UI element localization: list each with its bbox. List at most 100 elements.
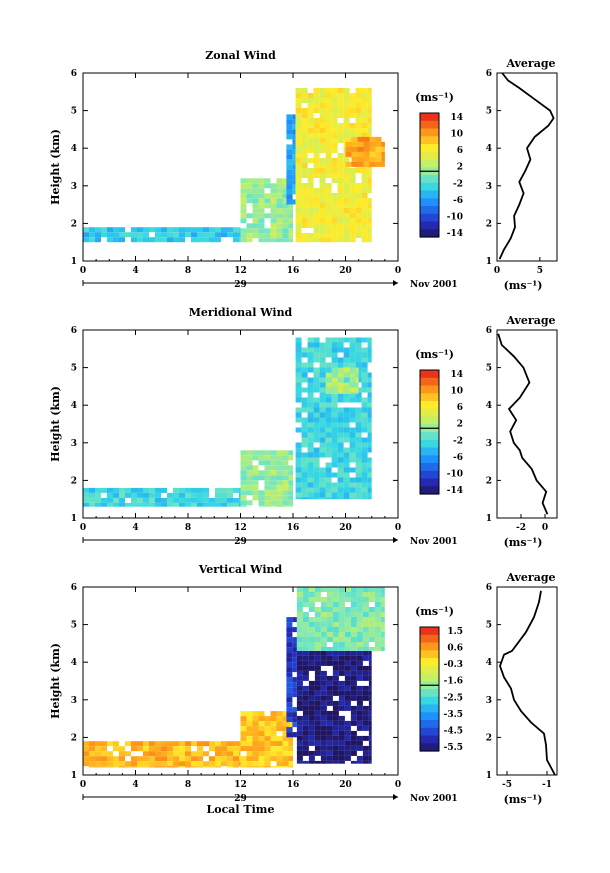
heatmap-cell <box>313 203 320 208</box>
heatmap-cell <box>357 161 364 167</box>
heatmap-cell <box>215 741 221 747</box>
heatmap-cell <box>149 756 155 762</box>
heatmap-cell <box>349 412 356 418</box>
heatmap-cell <box>270 238 277 243</box>
heatmap-cell <box>350 632 357 637</box>
heatmap-cell <box>119 237 125 243</box>
heatmap-cell <box>292 159 296 165</box>
heatmap-cell <box>344 690 351 696</box>
heatmap-cell <box>308 607 315 612</box>
heatmap-cell <box>337 193 344 198</box>
heatmap-cell <box>320 670 327 676</box>
heatmap-cell <box>296 612 303 617</box>
x-tick-label: 8 <box>185 780 191 790</box>
heatmap-cell <box>355 417 362 423</box>
heatmap-cell <box>295 188 302 193</box>
heatmap-cell <box>337 377 344 383</box>
colorbar-swatch <box>420 144 439 153</box>
heatmap-cell <box>361 417 368 423</box>
heatmap-cell <box>173 237 179 243</box>
heatmap-cell <box>337 477 344 483</box>
heatmap-cell <box>276 193 283 199</box>
heatmap-cell <box>367 377 372 383</box>
heatmap-cell <box>295 198 302 203</box>
heatmap-cell <box>343 362 350 368</box>
heatmap-cell <box>295 173 302 178</box>
heatmap-cell <box>356 642 363 647</box>
heatmap-cell <box>343 457 350 463</box>
colorbar-tick-label: 14 <box>450 370 463 380</box>
heatmap-cell <box>313 432 320 438</box>
heatmap-cell <box>295 93 302 98</box>
heatmap-cell <box>367 427 372 433</box>
heatmap-cell <box>319 467 326 473</box>
heatmap-cell <box>308 740 315 746</box>
colorbar-frame <box>419 369 440 495</box>
heatmap-cell <box>161 746 167 752</box>
heatmap-cell <box>368 675 372 681</box>
heatmap-cell <box>325 143 332 148</box>
heatmap-cell <box>258 228 265 234</box>
heatmap-cell <box>349 352 356 358</box>
heatmap-cell <box>337 342 344 348</box>
heatmap-cell <box>319 218 326 223</box>
heatmap-cell <box>313 427 320 433</box>
heatmap-cell <box>332 755 339 761</box>
heatmap-cell <box>296 655 303 661</box>
heatmap-cell <box>107 492 113 498</box>
heatmap-cell <box>301 492 308 498</box>
heatmap-cell <box>355 412 362 418</box>
heatmap-cell <box>240 470 247 476</box>
heatmap-cell <box>89 741 95 747</box>
heatmap-cell <box>301 457 308 463</box>
heatmap-cell <box>246 193 253 199</box>
heatmap-cell <box>355 377 359 383</box>
heatmap-cell <box>240 238 247 243</box>
heatmap-cell <box>240 233 247 239</box>
average-y-tick-label: 1 <box>486 514 492 524</box>
date-day-label: 29 <box>234 280 247 290</box>
heatmap-cell <box>361 123 368 128</box>
heatmap-cell <box>337 367 344 373</box>
heatmap-cell <box>369 146 376 152</box>
heatmap-cell <box>349 168 356 173</box>
heatmap-cell <box>325 337 332 343</box>
heatmap-cell <box>349 362 356 368</box>
heatmap-cell <box>307 138 314 143</box>
heatmap-cell <box>319 138 326 143</box>
heatmap-cell <box>337 228 344 233</box>
heatmap-cell <box>319 417 326 423</box>
heatmap-cell <box>331 133 338 138</box>
heatmap-cell <box>276 465 283 471</box>
heatmap-cell <box>332 592 339 597</box>
heatmap-cell <box>331 382 338 388</box>
heatmap-cell <box>325 98 332 103</box>
heatmap-cell <box>314 642 321 647</box>
heatmap-cell <box>258 490 265 496</box>
heatmap-cell <box>368 617 375 622</box>
heatmap-cell <box>233 502 239 507</box>
heatmap-cell <box>307 218 314 223</box>
heatmap-cell <box>301 467 308 473</box>
heatmap-cell <box>286 717 293 723</box>
heatmap-cell <box>308 695 315 701</box>
heatmap-cell <box>337 168 344 173</box>
heatmap-cell <box>343 492 350 498</box>
heatmap-cell <box>301 397 308 403</box>
heatmap-cell <box>308 647 315 651</box>
heatmap-cell <box>343 417 350 423</box>
heatmap-cell <box>362 637 369 642</box>
heatmap-cell <box>355 492 362 498</box>
heatmap-cell <box>344 675 351 681</box>
heatmap-cell <box>161 761 167 767</box>
heatmap-cell <box>314 617 321 622</box>
heatmap-cell <box>288 736 293 742</box>
heatmap-cell <box>337 392 344 394</box>
heatmap-cell <box>367 233 372 238</box>
heatmap-cell <box>239 237 241 243</box>
heatmap-cell <box>302 660 309 666</box>
heatmap-cell <box>308 650 315 656</box>
heatmap-cell <box>337 123 344 128</box>
heatmap-cell <box>246 711 253 717</box>
heatmap-cell <box>286 184 293 190</box>
